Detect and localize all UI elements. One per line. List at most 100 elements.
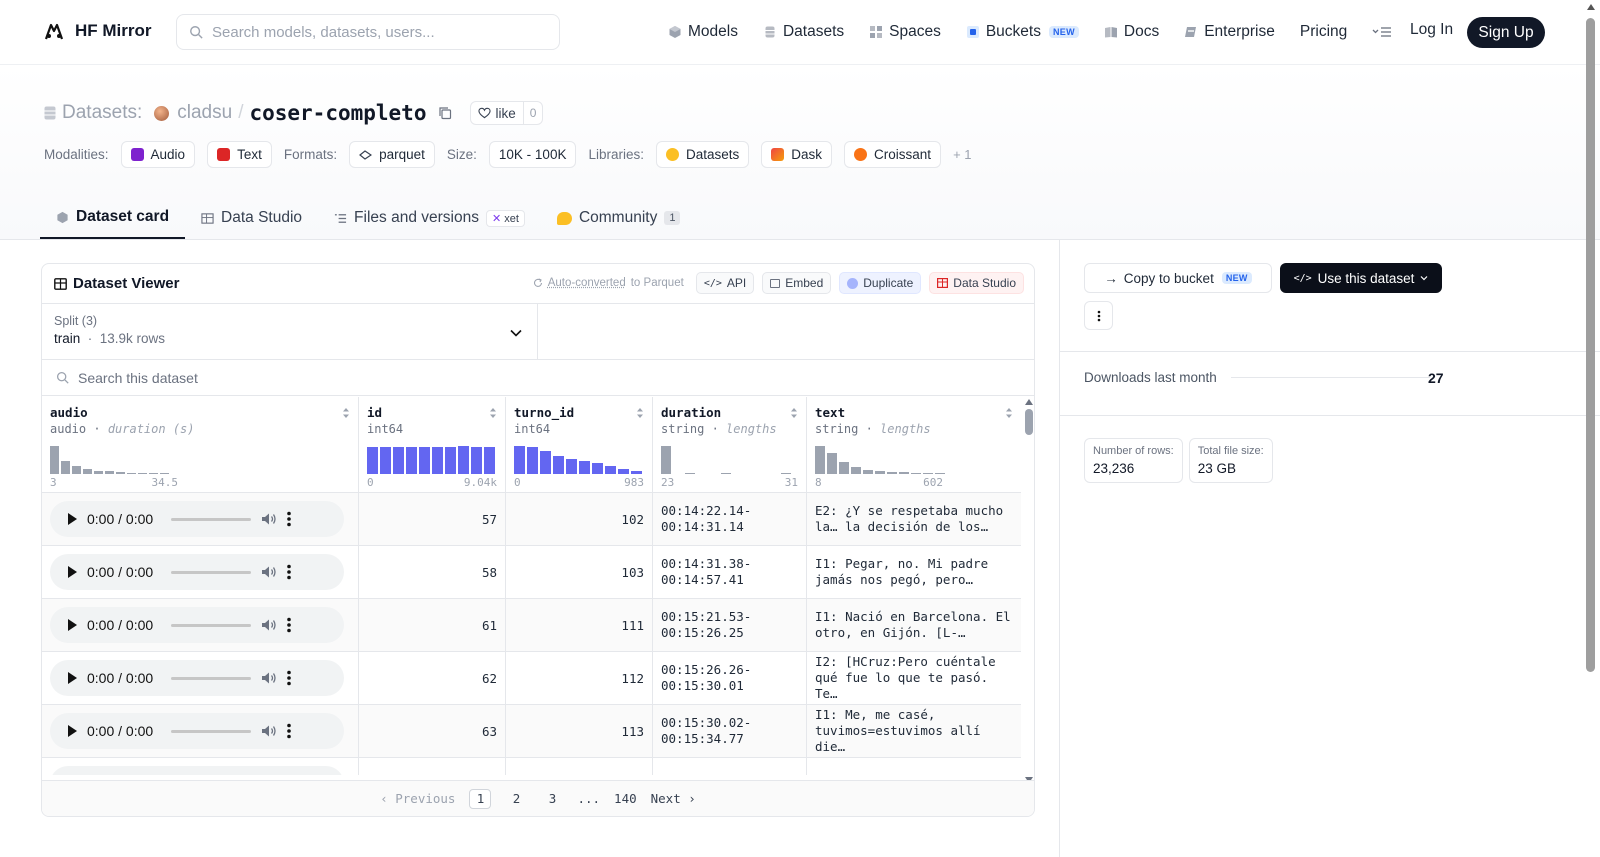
duplicate-button[interactable]: Duplicate — [839, 272, 921, 294]
signup-button[interactable]: Sign Up — [1467, 17, 1545, 48]
audio-player[interactable]: 0:00 / 0:00 — [50, 766, 344, 775]
audio-progress-slider[interactable] — [171, 677, 251, 680]
histogram-bar[interactable] — [527, 447, 538, 474]
tab-community[interactable]: Community 1 — [541, 197, 697, 239]
dataset-kind-link[interactable]: Datasets: — [62, 102, 142, 124]
scroll-up-arrow[interactable] — [1025, 399, 1033, 405]
histogram-bar[interactable] — [923, 473, 933, 474]
scrollbar-thumb[interactable] — [1025, 409, 1033, 435]
page-scroll-up-arrow[interactable] — [1587, 4, 1595, 10]
histogram-bar[interactable] — [127, 473, 136, 474]
histogram-bar[interactable] — [887, 472, 897, 474]
more-vertical-icon[interactable] — [287, 670, 291, 686]
nav-models[interactable]: Models — [668, 23, 738, 41]
histogram-bar[interactable] — [471, 447, 482, 474]
nav-buckets[interactable]: Buckets NEW — [966, 23, 1079, 41]
play-icon[interactable] — [68, 513, 77, 525]
page-2[interactable]: 2 — [505, 789, 527, 809]
histogram-bar[interactable] — [685, 473, 695, 474]
more-options-button[interactable] — [1084, 301, 1113, 330]
histogram-bar[interactable] — [406, 447, 417, 474]
tab-files-versions[interactable]: Files and versions ✕ xet — [318, 197, 541, 239]
audio-player[interactable]: 0:00 / 0:00 — [50, 713, 344, 749]
brand-logo[interactable]: HF Mirror — [42, 19, 152, 43]
histogram-bar[interactable] — [458, 446, 469, 474]
nav-more-menu[interactable] — [1372, 26, 1392, 38]
dataset-owner-link[interactable]: cladsu — [177, 102, 232, 124]
histogram-bar[interactable] — [592, 463, 603, 474]
nav-spaces[interactable]: Spaces — [869, 23, 941, 41]
histogram-bar[interactable] — [138, 473, 147, 474]
more-vertical-icon[interactable] — [287, 564, 291, 580]
like-count[interactable]: 0 — [524, 106, 543, 120]
nav-enterprise[interactable]: Enterprise — [1184, 23, 1275, 41]
page-scrollbar[interactable] — [1586, 18, 1595, 672]
histogram-bar[interactable] — [631, 471, 642, 474]
page-last[interactable]: 140 — [614, 789, 637, 809]
auto-converted-link[interactable]: Auto-converted — [548, 277, 626, 289]
histogram-bar[interactable] — [721, 473, 731, 474]
histogram-bar[interactable] — [605, 466, 616, 474]
tag-datasets-lib[interactable]: Datasets — [656, 141, 749, 168]
histogram-bar[interactable] — [149, 473, 158, 474]
histogram-bar[interactable] — [432, 447, 443, 474]
api-button[interactable]: </> API — [696, 272, 754, 294]
histogram-bar[interactable] — [116, 472, 125, 474]
play-icon[interactable] — [68, 566, 77, 578]
column-header-duration[interactable]: duration string · lengths 23 31 — [653, 397, 807, 492]
histogram-bar[interactable] — [83, 469, 92, 474]
data-studio-button[interactable]: Data Studio — [929, 272, 1024, 294]
histogram-bar[interactable] — [875, 471, 885, 474]
histogram-bar[interactable] — [618, 469, 629, 474]
histogram-bar[interactable] — [367, 447, 378, 474]
play-icon[interactable] — [68, 672, 77, 684]
sort-icon[interactable] — [636, 407, 644, 419]
more-vertical-icon[interactable] — [287, 723, 291, 739]
histogram-bar[interactable] — [540, 451, 551, 474]
audio-progress-slider[interactable] — [171, 730, 251, 733]
column-header-audio[interactable]: audio audio · duration (s) 3 34.5 — [42, 397, 359, 492]
histogram-bar[interactable] — [393, 447, 404, 474]
histogram-bar[interactable] — [445, 447, 456, 474]
tag-text[interactable]: Text — [207, 141, 272, 168]
tag-croissant[interactable]: Croissant — [844, 141, 941, 168]
nav-datasets[interactable]: Datasets — [763, 23, 844, 41]
histogram-bar[interactable] — [827, 453, 837, 474]
tab-data-studio[interactable]: Data Studio — [185, 197, 318, 239]
histogram-bar[interactable] — [50, 446, 59, 474]
column-header-id[interactable]: id int64 0 9.04k — [359, 397, 506, 492]
histogram-bar[interactable] — [781, 473, 791, 474]
tag-size[interactable]: 10K - 100K — [489, 141, 577, 168]
histogram-bar[interactable] — [851, 467, 861, 474]
global-search-input[interactable] — [212, 24, 542, 41]
nav-docs[interactable]: Docs — [1104, 23, 1159, 41]
audio-player[interactable]: 0:00 / 0:00 — [50, 607, 344, 643]
pagination-previous[interactable]: ‹ Previous — [380, 791, 455, 806]
histogram-bar[interactable] — [419, 447, 430, 474]
dataset-search-input[interactable] — [78, 370, 678, 386]
histogram-bar[interactable] — [160, 473, 169, 474]
tag-parquet[interactable]: parquet — [349, 141, 435, 168]
page-3[interactable]: 3 — [541, 789, 563, 809]
histogram-bar[interactable] — [105, 471, 114, 474]
volume-icon[interactable] — [261, 618, 277, 632]
column-header-turno-id[interactable]: turno_id int64 0 983 — [506, 397, 653, 492]
volume-icon[interactable] — [261, 671, 277, 685]
use-this-dataset-button[interactable]: </> Use this dataset — [1280, 263, 1442, 293]
login-link[interactable]: Log In — [1410, 21, 1453, 39]
histogram-bar[interactable] — [61, 461, 70, 474]
split-selector[interactable]: Split (3) train · 13.9k rows — [42, 304, 538, 359]
histogram-bar[interactable] — [661, 446, 671, 474]
play-icon[interactable] — [68, 725, 77, 737]
nav-pricing[interactable]: Pricing — [1300, 23, 1347, 41]
pagination-next[interactable]: Next › — [651, 791, 696, 806]
histogram-bar[interactable] — [514, 446, 525, 474]
volume-icon[interactable] — [261, 724, 277, 738]
histogram-bar[interactable] — [566, 459, 577, 474]
play-icon[interactable] — [68, 619, 77, 631]
global-search[interactable] — [176, 14, 560, 50]
audio-progress-slider[interactable] — [171, 624, 251, 627]
histogram-bar[interactable] — [839, 462, 849, 474]
histogram-bar[interactable] — [380, 447, 391, 474]
more-vertical-icon[interactable] — [287, 617, 291, 633]
